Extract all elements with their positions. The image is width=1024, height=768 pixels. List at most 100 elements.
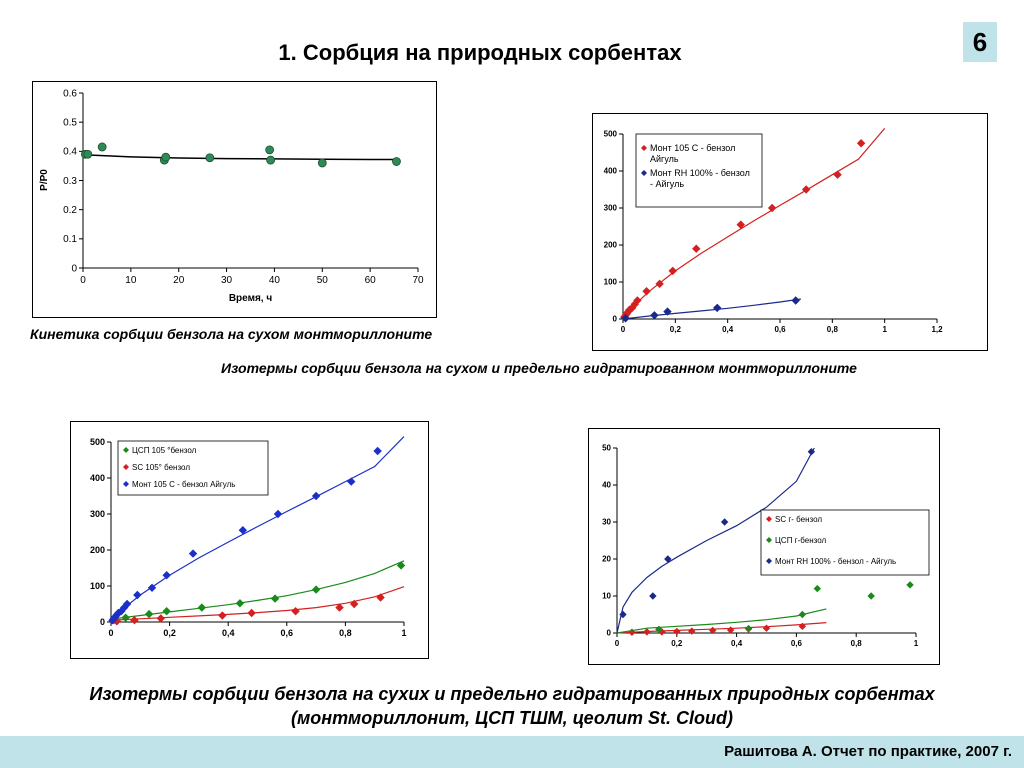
data-point	[633, 296, 642, 305]
y-tick-label: 40	[602, 481, 611, 490]
data-point	[130, 615, 139, 625]
data-point	[663, 307, 672, 316]
data-point	[133, 590, 142, 600]
data-point	[97, 142, 107, 152]
x-tick-label: 0	[80, 275, 86, 286]
y-tick-label: 300	[604, 204, 618, 213]
data-point	[726, 626, 735, 634]
data-point	[655, 625, 663, 634]
data-point	[161, 152, 171, 162]
caption-isotherms-natural-line1: Изотермы сорбции бензола на сухих и пред…	[89, 684, 935, 704]
fit-line	[616, 608, 827, 634]
y-tick-label: 300	[90, 509, 105, 519]
data-point	[218, 611, 227, 620]
data-point	[311, 585, 321, 594]
legend-label: - Айгуль	[650, 179, 684, 189]
data-point	[317, 158, 327, 168]
data-point	[162, 570, 171, 580]
slide-number-badge: 6	[963, 22, 997, 62]
legend-marker	[766, 537, 772, 543]
fit-line	[622, 298, 801, 320]
y-tick-label: 0	[613, 315, 618, 324]
caption-kinetics: Кинетика сорбции бензола на сухом монтмо…	[30, 326, 433, 342]
x-tick-label: 0,4	[222, 628, 235, 638]
y-tick-label: 500	[604, 130, 618, 139]
legend-label: SC г- бензол	[775, 515, 822, 524]
legend-marker	[641, 145, 647, 151]
y-tick-label: 100	[604, 278, 618, 287]
x-tick-label: 1	[882, 325, 887, 334]
y-tick-label: 0.3	[63, 176, 77, 187]
x-tick-label: 1	[914, 639, 919, 648]
legend-label: ЦСП г-бензол	[775, 536, 826, 545]
x-tick-label: 0,2	[670, 325, 682, 334]
y-tick-label: 0.2	[63, 205, 77, 216]
legend-marker	[641, 170, 647, 176]
legend-label: ЦСП 105 °бензол	[132, 446, 197, 455]
x-tick-label: 0,8	[827, 325, 839, 334]
data-point	[744, 624, 753, 633]
data-point	[867, 592, 875, 600]
data-point	[238, 525, 248, 535]
data-point	[83, 149, 93, 159]
isotherm-chart-1-frame: 0 0,2 0,4 0,6 0,8 1 1,2 0 100 200 300 400 500 Монт 10…	[592, 113, 988, 351]
data-point	[335, 603, 344, 612]
data-point	[392, 157, 401, 166]
y-tick-label: 0	[100, 617, 105, 627]
x-tick-label: 0,8	[339, 628, 352, 638]
data-point	[311, 491, 321, 501]
caption-isotherms-natural-line2: (монтмориллонит, ЦСП ТШМ, цеолит St. Clo…	[290, 708, 734, 728]
data-point	[197, 603, 207, 612]
x-tick-label: 30	[221, 275, 233, 286]
x-tick-label: 0,2	[671, 639, 683, 648]
x-tick-label: 0,8	[851, 639, 863, 648]
kinetics-chart: 0 10 20 30 40 50 60 70 0 0.1 0.2 0.3 0.4 0.5 0.6 Время,…	[39, 88, 424, 304]
x-tick-label: 0	[615, 639, 620, 648]
data-point	[376, 593, 385, 602]
y-tick-label: 0.6	[63, 88, 77, 99]
legend-box	[117, 440, 269, 496]
isotherm-chart-1: 0 0,2 0,4 0,6 0,8 1 1,2 0 100 200 300 400 500 Монт 10…	[604, 128, 943, 334]
data-point	[643, 628, 651, 636]
data-point	[122, 599, 132, 609]
data-point	[655, 279, 664, 289]
y-tick-label: 200	[604, 241, 618, 250]
y-tick-label: 0.5	[63, 118, 77, 129]
data-point	[767, 203, 777, 213]
isotherm-chart-2-frame: 0 0,2 0,4 0,6 0,8 1 0 100 200 300 400 500 ЦСП 105 °б…	[70, 421, 429, 659]
x-tick-label: 0,6	[281, 628, 294, 638]
y-tick-label: 20	[602, 555, 611, 564]
legend-label: SC 105° бензол	[132, 463, 190, 472]
data-point	[692, 244, 701, 253]
legend-label: Айгуль	[650, 154, 679, 164]
y-tick-label: 0	[71, 263, 77, 274]
data-point	[188, 549, 198, 558]
y-axis-title: P/P0	[39, 169, 50, 191]
data-point	[762, 624, 771, 632]
isotherm-chart-2: 0 0,2 0,4 0,6 0,8 1 0 100 200 300 400 500 ЦСП 105 °б…	[90, 436, 407, 638]
legend-marker	[766, 516, 772, 522]
data-point	[273, 509, 283, 519]
data-point	[373, 446, 382, 456]
legend-label: Монт RH 100% - бензол - Айгуль	[775, 557, 896, 566]
data-point	[650, 311, 659, 320]
legend-box	[635, 133, 763, 208]
data-point	[833, 170, 842, 179]
x-tick-label: 10	[125, 275, 137, 286]
y-tick-label: 100	[90, 581, 105, 591]
fit-line	[616, 622, 827, 634]
legend-label: Монт 105 С - бензол Айгуль	[132, 480, 235, 489]
x-tick-label: 0	[108, 628, 113, 638]
y-tick-label: 0	[607, 629, 612, 638]
data-point	[144, 609, 154, 619]
data-point	[621, 314, 630, 323]
x-tick-label: 0	[621, 325, 626, 334]
y-tick-label: 400	[90, 473, 105, 483]
data-point	[156, 614, 166, 623]
data-point	[619, 610, 627, 619]
data-point	[807, 447, 816, 456]
x-tick-label: 70	[412, 275, 424, 286]
page-title: 1. Сорбция на природных сорбентах	[278, 40, 682, 65]
data-point	[291, 606, 300, 616]
